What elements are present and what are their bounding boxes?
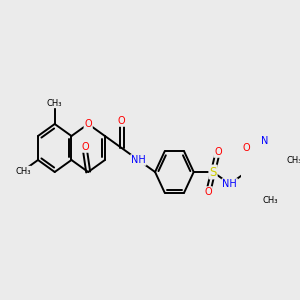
Text: NH: NH <box>222 179 237 189</box>
Text: NH: NH <box>131 155 146 165</box>
Text: S: S <box>209 166 217 178</box>
Text: O: O <box>81 142 89 152</box>
Text: O: O <box>204 187 212 197</box>
Text: O: O <box>243 143 250 153</box>
Text: O: O <box>84 119 92 129</box>
Text: O: O <box>214 147 222 157</box>
Text: CH₃: CH₃ <box>47 98 62 107</box>
Text: CH₃: CH₃ <box>16 167 31 176</box>
Text: O: O <box>118 116 125 126</box>
Text: CH₃: CH₃ <box>286 155 300 164</box>
Text: CH₃: CH₃ <box>262 196 278 205</box>
Text: N: N <box>261 136 268 146</box>
